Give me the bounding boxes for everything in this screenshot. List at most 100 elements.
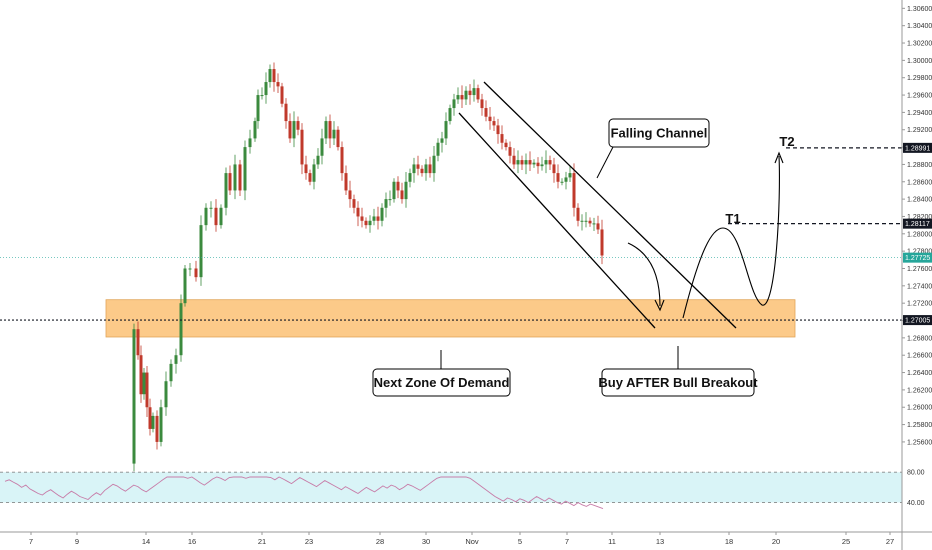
price-level-label: 1.28117 xyxy=(905,221,930,228)
candle-body xyxy=(188,268,192,270)
candle-body xyxy=(540,164,544,167)
x-tick-label: 5 xyxy=(518,537,522,546)
y-tick-label: 1.27400 xyxy=(907,283,932,290)
x-tick-label: 7 xyxy=(565,537,569,546)
arrow-head-down xyxy=(654,299,665,312)
candle-body xyxy=(204,207,208,226)
candle-body xyxy=(320,138,324,156)
x-tick-label: 18 xyxy=(725,537,733,546)
candle-body xyxy=(528,160,532,165)
x-tick-label: 9 xyxy=(75,537,79,546)
candle-body xyxy=(544,160,548,165)
channel-lower-line xyxy=(458,112,656,329)
demand-zone xyxy=(105,299,796,338)
candle-body xyxy=(448,108,452,122)
y-tick-label: 1.28000 xyxy=(907,231,932,238)
y-tick-label: 1.28400 xyxy=(907,197,932,204)
y-tick-label: 1.28200 xyxy=(907,214,932,221)
demand-zone-rect xyxy=(105,299,796,338)
y-tick-label: 1.27600 xyxy=(907,266,932,273)
candle-body xyxy=(464,90,468,100)
channel-upper-line xyxy=(483,81,737,329)
candle-body xyxy=(536,162,540,167)
zone-callout-label: Next Zone Of Demand xyxy=(374,375,510,390)
candle-body xyxy=(344,173,348,191)
x-tick-label: 16 xyxy=(188,537,196,546)
candle-body xyxy=(243,147,247,191)
candle-body xyxy=(472,88,476,96)
candle-body xyxy=(392,181,396,200)
candle-body xyxy=(238,164,242,191)
candle-body xyxy=(396,181,400,191)
candle-body xyxy=(440,138,444,143)
breakout-callout-box xyxy=(601,368,755,397)
x-tick-label: 11 xyxy=(608,537,616,546)
candle-body xyxy=(432,155,436,174)
candle-body xyxy=(300,129,304,165)
time-axis[interactable]: 7 9 14 16 21 23 28 30 Nov 5 7 11 13 18 20 25 27 xyxy=(0,531,932,546)
candle-body xyxy=(139,355,143,395)
candle-body xyxy=(380,207,384,221)
candle-body xyxy=(512,155,516,165)
candle-body xyxy=(368,220,372,226)
candle-body xyxy=(356,207,360,217)
candle-body xyxy=(552,164,556,174)
x-tick-label: 27 xyxy=(886,537,894,546)
candles xyxy=(132,62,604,472)
price-level-label: 1.28991 xyxy=(905,145,930,152)
candle-body xyxy=(556,173,560,182)
candle-body xyxy=(159,407,163,442)
candle-body xyxy=(253,121,257,139)
y-tick-label: 1.28800 xyxy=(907,162,932,169)
candle-body xyxy=(452,99,456,109)
y-tick-label: 1.27200 xyxy=(907,301,932,308)
y-tick-label: 1.29800 xyxy=(907,75,932,82)
candle-body xyxy=(584,220,588,222)
candle-body xyxy=(308,173,312,182)
y-tick-label: 1.28600 xyxy=(907,179,932,186)
candle-body xyxy=(219,207,223,226)
candle-body xyxy=(248,138,252,148)
rsi-line xyxy=(4,476,604,510)
candle-body xyxy=(588,220,592,224)
candle-body xyxy=(408,173,412,182)
x-tick-label: 25 xyxy=(842,537,850,546)
candle-body xyxy=(548,160,552,165)
candle-body xyxy=(179,303,183,356)
candle-body xyxy=(312,164,316,182)
candle-body xyxy=(476,88,480,100)
candle-body xyxy=(276,82,280,87)
candle-body xyxy=(492,121,496,126)
x-tick-label: 30 xyxy=(422,537,430,546)
zone-callout-box xyxy=(372,368,511,397)
candle-body xyxy=(508,147,512,156)
price-level-label: 1.27725 xyxy=(905,255,930,262)
candle-body xyxy=(169,363,173,382)
candle-body xyxy=(209,207,213,209)
y-tick-label: 1.25800 xyxy=(907,422,932,429)
candle-body xyxy=(228,173,232,191)
price-level-box xyxy=(903,315,932,326)
price-axis[interactable]: 1.30600 1.30400 1.30200 1.30000 1.29800 1.296… xyxy=(901,0,932,550)
price-level-label: 1.27005 xyxy=(905,318,930,325)
candle-body xyxy=(400,190,404,200)
candle-body xyxy=(412,164,416,174)
arrow-head-up xyxy=(774,151,784,164)
candle-body xyxy=(132,329,136,464)
candle-body xyxy=(164,381,168,408)
candle-body xyxy=(280,86,284,104)
candle-body xyxy=(336,129,340,148)
candle-body xyxy=(296,121,300,130)
candle-body xyxy=(256,95,260,122)
candle-body xyxy=(264,82,268,96)
x-tick-label: 14 xyxy=(142,537,150,546)
candle-body xyxy=(155,415,159,442)
candle-body xyxy=(420,168,424,174)
candle-body xyxy=(384,199,388,208)
candle-body xyxy=(520,160,524,165)
candle-body xyxy=(424,164,428,174)
candle-body xyxy=(324,121,328,139)
candle-body xyxy=(214,207,218,226)
candle-body xyxy=(580,220,584,222)
